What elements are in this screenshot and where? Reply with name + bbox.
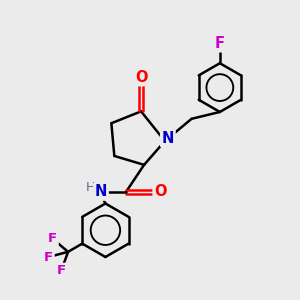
Text: F: F — [48, 232, 57, 245]
Text: N: N — [95, 184, 107, 199]
Text: H: H — [86, 181, 95, 194]
Text: O: O — [154, 184, 167, 199]
Text: F: F — [215, 36, 225, 51]
Text: O: O — [135, 70, 147, 85]
Text: F: F — [44, 250, 53, 263]
Text: F: F — [57, 264, 66, 277]
Text: N: N — [162, 130, 174, 146]
